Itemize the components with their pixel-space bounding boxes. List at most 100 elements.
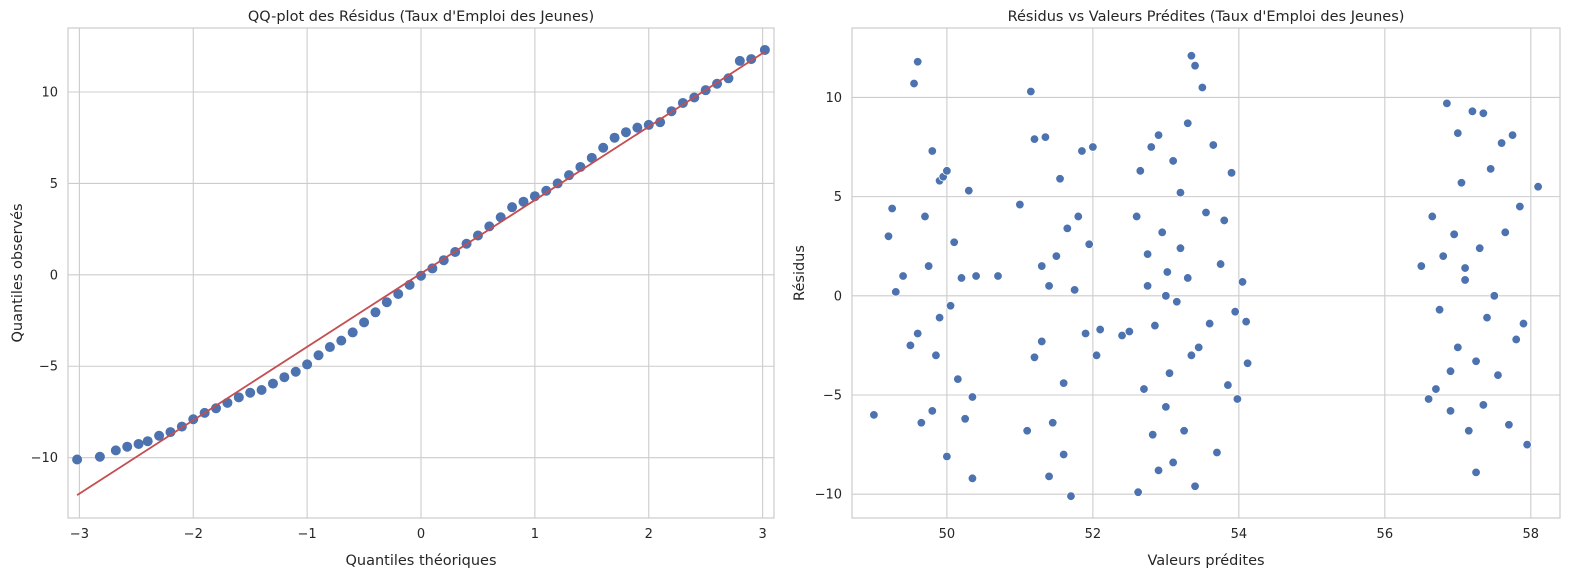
- data-point: [484, 221, 495, 232]
- data-point: [993, 271, 1003, 281]
- data-point: [1511, 334, 1521, 345]
- data-point: [1467, 106, 1478, 117]
- data-point: [1232, 394, 1243, 404]
- data-point: [883, 231, 894, 241]
- data-point: [1496, 138, 1507, 148]
- data-point: [1073, 211, 1083, 222]
- data-point: [267, 378, 278, 389]
- data-point: [94, 451, 105, 462]
- data-point: [1237, 277, 1248, 287]
- data-point: [370, 307, 381, 318]
- data-point: [1080, 328, 1091, 339]
- data-point: [1223, 380, 1233, 390]
- data-point: [1148, 429, 1158, 440]
- data-point: [302, 359, 313, 370]
- data-point: [1062, 223, 1073, 234]
- data-point: [898, 271, 908, 281]
- x-tick-label: −2: [184, 527, 203, 542]
- data-point: [1168, 457, 1178, 468]
- data-point: [290, 366, 301, 377]
- data-point: [1135, 166, 1146, 176]
- data-point: [1069, 285, 1080, 295]
- data-point: [931, 350, 941, 361]
- data-point: [905, 340, 916, 351]
- data-point: [586, 152, 597, 163]
- data-point: [934, 312, 945, 323]
- data-point: [336, 335, 347, 346]
- x-tick-label: 3: [758, 527, 766, 542]
- data-point: [233, 392, 244, 403]
- residuals-plot-grid: [852, 28, 1560, 518]
- data-point: [381, 297, 392, 308]
- data-point: [734, 55, 745, 66]
- data-point: [1204, 318, 1215, 329]
- data-point: [165, 427, 176, 438]
- data-point: [1183, 273, 1193, 283]
- data-point: [133, 438, 144, 449]
- data-point: [912, 57, 923, 67]
- data-point: [1241, 316, 1251, 327]
- data-point: [949, 237, 959, 247]
- residuals-plot-y-axis-label: Résidus: [792, 245, 808, 301]
- data-point: [1175, 243, 1186, 253]
- data-point: [1161, 402, 1171, 412]
- residuals-plot-marks: [869, 51, 1543, 501]
- data-point: [912, 328, 923, 339]
- data-point: [1427, 211, 1437, 222]
- x-tick-label: 0: [417, 527, 425, 542]
- data-point: [1489, 291, 1500, 301]
- data-point: [1048, 418, 1058, 428]
- data-point: [427, 263, 438, 274]
- data-point: [1139, 384, 1149, 394]
- y-tick-label: 10: [825, 91, 842, 106]
- data-point: [1022, 426, 1032, 436]
- data-point: [1226, 168, 1237, 178]
- data-point: [869, 410, 879, 420]
- reference-line: [76, 51, 766, 496]
- data-point: [1179, 426, 1189, 436]
- data-point: [1037, 261, 1047, 271]
- data-point: [1434, 305, 1445, 315]
- data-point: [1493, 370, 1503, 380]
- data-point: [1058, 378, 1069, 388]
- data-point: [609, 132, 620, 143]
- data-point: [1445, 406, 1456, 416]
- data-point: [1478, 108, 1489, 119]
- data-point: [518, 196, 529, 207]
- data-point: [1091, 350, 1102, 361]
- data-point: [1190, 481, 1200, 491]
- data-point: [1456, 178, 1467, 188]
- data-point: [1088, 142, 1098, 152]
- data-point: [1438, 251, 1448, 261]
- data-point: [598, 142, 609, 153]
- data-point: [1190, 60, 1200, 71]
- data-point: [347, 327, 358, 338]
- qq-plot-x-axis-label: Quantiles théoriques: [345, 553, 496, 569]
- data-point: [110, 445, 121, 456]
- residuals-plot-title: Résidus vs Valeurs Prédites (Taux d'Empl…: [1008, 9, 1405, 25]
- data-point: [1518, 318, 1529, 329]
- data-point: [632, 122, 643, 133]
- data-point: [1077, 146, 1087, 156]
- data-point: [1142, 281, 1153, 291]
- data-point: [967, 392, 978, 402]
- data-point: [967, 473, 978, 484]
- data-point: [655, 117, 666, 128]
- y-tick-label: −10: [31, 451, 58, 466]
- data-point: [1124, 326, 1135, 337]
- data-point: [923, 261, 934, 271]
- y-tick-label: 0: [834, 289, 842, 304]
- data-point: [1423, 394, 1434, 404]
- data-point: [1133, 487, 1143, 497]
- x-tick-label: 50: [939, 527, 956, 542]
- y-tick-label: −5: [39, 360, 58, 375]
- data-point: [1058, 449, 1069, 460]
- data-point: [122, 441, 133, 452]
- data-point: [1186, 350, 1197, 361]
- x-tick-label: 1: [531, 527, 539, 542]
- data-point: [142, 436, 153, 447]
- data-point: [256, 385, 267, 396]
